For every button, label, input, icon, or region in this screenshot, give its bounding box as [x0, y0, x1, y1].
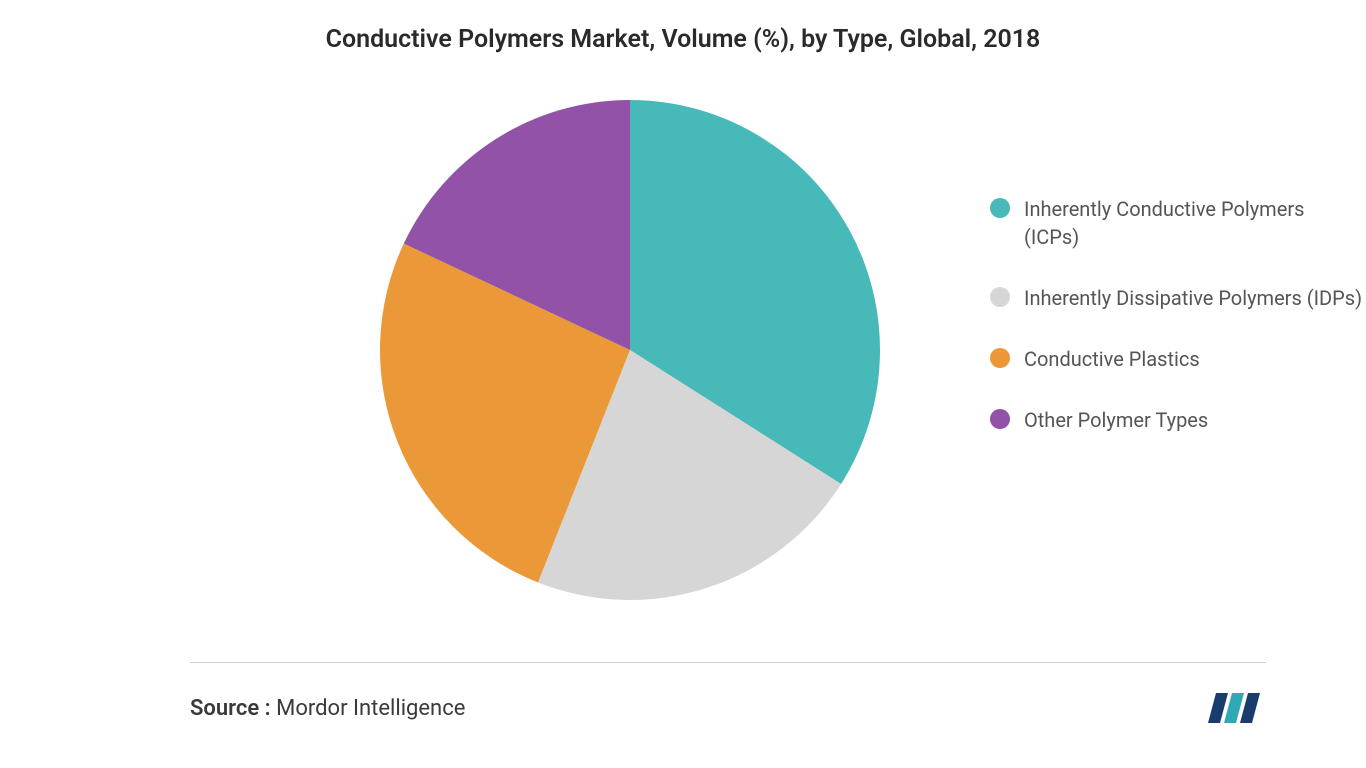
legend-label-0: Inherently Conductive Polymers (ICPs): [1024, 195, 1364, 251]
legend-marker-1: [990, 287, 1010, 307]
source-attribution: Source : Mordor Intelligence: [190, 696, 465, 721]
legend-item-0: Inherently Conductive Polymers (ICPs): [990, 195, 1364, 251]
pie-chart-container: [380, 100, 880, 600]
source-name: Mordor Intelligence: [276, 696, 465, 721]
legend-label-1: Inherently Dissipative Polymers (IDPs): [1024, 284, 1362, 312]
legend-marker-3: [990, 409, 1010, 429]
source-label: Source :: [190, 696, 271, 721]
legend-label-3: Other Polymer Types: [1024, 406, 1208, 434]
chart-footer: Source : Mordor Intelligence: [190, 662, 1266, 728]
pie-chart: [380, 100, 880, 600]
chart-legend: Inherently Conductive Polymers (ICPs) Inh…: [990, 195, 1364, 434]
legend-label-2: Conductive Plastics: [1024, 345, 1200, 373]
legend-marker-2: [990, 348, 1010, 368]
legend-marker-0: [990, 198, 1010, 218]
legend-item-2: Conductive Plastics: [990, 345, 1364, 373]
chart-title: Conductive Polymers Market, Volume (%), …: [0, 25, 1366, 54]
legend-item-1: Inherently Dissipative Polymers (IDPs): [990, 284, 1364, 312]
mordor-logo-icon: [1206, 688, 1266, 728]
legend-item-3: Other Polymer Types: [990, 406, 1364, 434]
